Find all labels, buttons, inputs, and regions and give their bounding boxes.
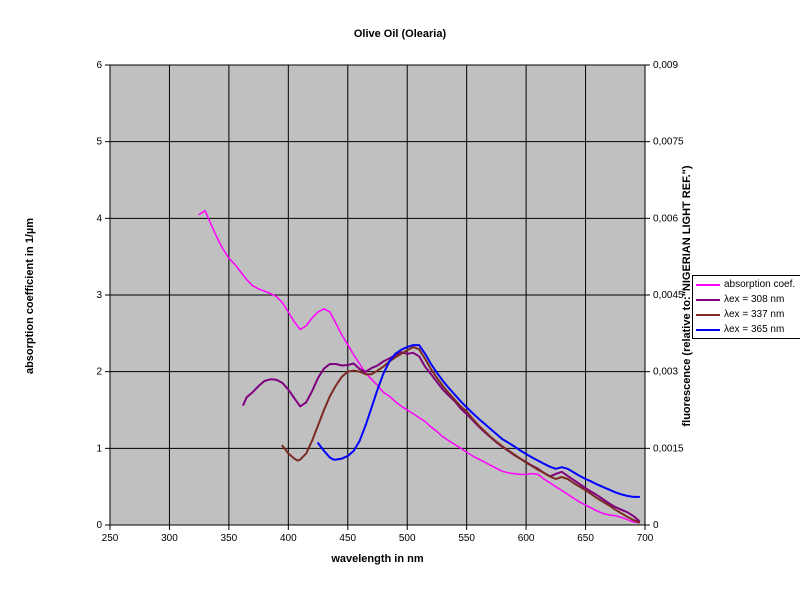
legend-swatch [696,314,720,316]
y1-axis-label: absorption coefficient in 1/µm [24,166,36,426]
chart-plot: 250 300 350 400 450 500 550 600 650 700 0 1 2 3 4 5 6 0 0,… [0,0,800,600]
svg-text:0,009: 0,009 [653,60,678,71]
chart-legend: absorption coef. λex = 308 nm λex = 337 nm… [692,275,800,339]
legend-swatch [696,329,720,331]
svg-text:550: 550 [458,533,475,544]
svg-text:3: 3 [96,290,102,301]
svg-text:450: 450 [339,533,356,544]
svg-text:250: 250 [102,533,119,544]
svg-text:6: 6 [96,60,102,71]
svg-text:0,0015: 0,0015 [653,443,684,454]
legend-label: λex = 365 nm [724,324,784,335]
legend-item: absorption coef. [696,279,795,290]
legend-swatch [696,299,720,301]
svg-text:5: 5 [96,137,102,148]
svg-text:700: 700 [637,533,654,544]
legend-swatch [696,284,720,286]
legend-label: λex = 308 nm [724,294,784,305]
svg-text:0,0075: 0,0075 [653,137,684,148]
legend-item: λex = 365 nm [696,324,795,335]
legend-label: absorption coef. [724,279,795,290]
svg-text:4: 4 [96,213,102,224]
svg-text:2: 2 [96,367,102,378]
svg-text:1: 1 [96,443,102,454]
svg-text:0,003: 0,003 [653,367,678,378]
svg-text:300: 300 [161,533,178,544]
svg-text:0,0045: 0,0045 [653,290,684,301]
svg-text:500: 500 [399,533,416,544]
svg-text:0,006: 0,006 [653,213,678,224]
legend-item: λex = 337 nm [696,309,795,320]
svg-text:400: 400 [280,533,297,544]
x-axis-label: wavelength in nm [110,553,645,565]
svg-text:0: 0 [653,520,659,531]
svg-text:0: 0 [96,520,102,531]
legend-label: λex = 337 nm [724,309,784,320]
legend-item: λex = 308 nm [696,294,795,305]
svg-text:650: 650 [577,533,594,544]
svg-text:350: 350 [221,533,238,544]
svg-text:600: 600 [518,533,535,544]
